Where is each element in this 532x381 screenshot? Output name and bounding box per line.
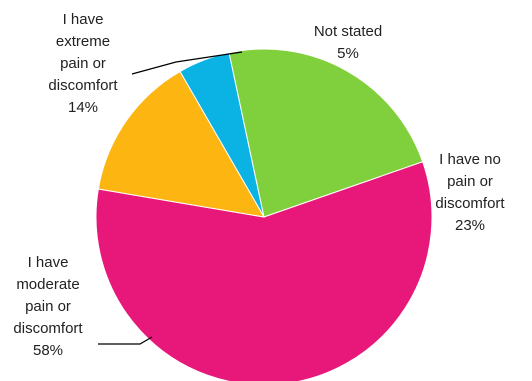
slice-label-line: pain or (60, 55, 106, 72)
slice-label-line: Not stated (314, 23, 382, 40)
slice-label-line: 5% (337, 45, 359, 62)
slice-label-line: I have (28, 254, 69, 271)
slice-label-line: discomfort (48, 77, 118, 94)
slice-label-line: pain or (447, 173, 493, 190)
slice-label-line: 58% (33, 342, 63, 359)
slice-label-line: I have no (439, 151, 501, 168)
slice-label-line: moderate (16, 276, 79, 293)
leader-line-moderate (98, 337, 152, 344)
pie-slices (96, 49, 432, 381)
slice-label-line: discomfort (435, 195, 505, 212)
slice-label-line: 23% (455, 217, 485, 234)
slice-label-line: pain or (25, 298, 71, 315)
slice-label-line: discomfort (13, 320, 83, 337)
slice-label-2: I have moderate pain or discomfort 58% (13, 254, 83, 359)
slice-label-0: Not stated 5% (314, 23, 382, 62)
slice-label-line: I have (63, 11, 104, 28)
slice-label-1: I have no pain or discomfort 23% (435, 151, 505, 234)
slice-label-line: extreme (56, 33, 110, 50)
slice-label-line: 14% (68, 99, 98, 116)
slice-label-3: I have extreme pain or discomfort 14% (48, 11, 118, 116)
